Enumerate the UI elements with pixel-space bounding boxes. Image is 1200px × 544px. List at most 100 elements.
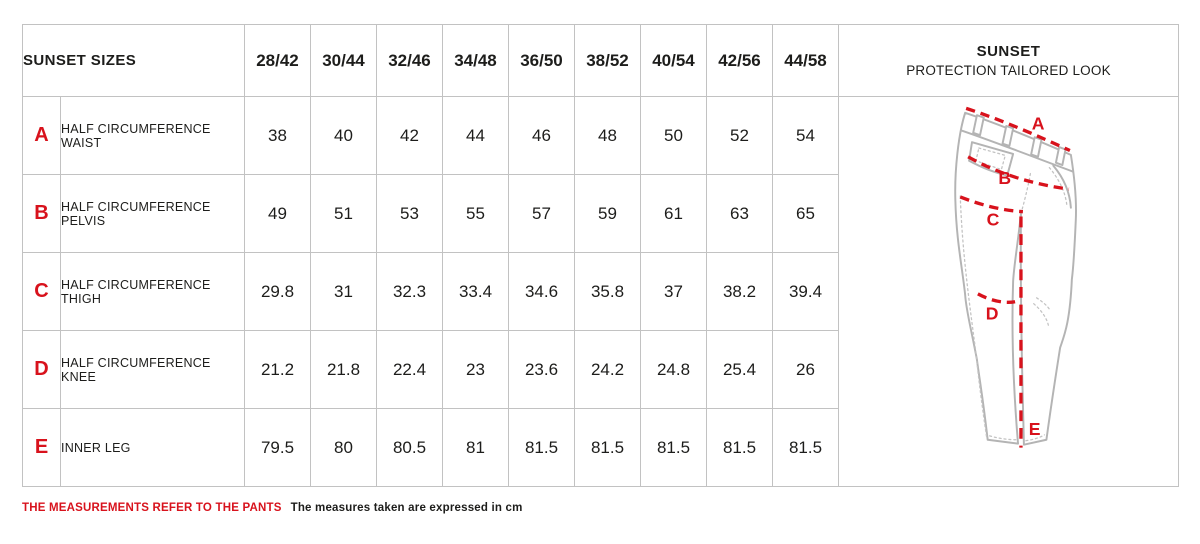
size-column-header-42-56: 42/56 xyxy=(706,24,773,97)
cell-value: 21.8 xyxy=(310,330,377,409)
measurements-note-text: The measures taken are expressed in cm xyxy=(290,502,523,514)
cell-value: 54 xyxy=(772,96,839,175)
cell-value: 55 xyxy=(442,174,509,253)
fly-seam xyxy=(1019,170,1031,215)
cell-value: 61 xyxy=(640,174,707,253)
cell-value: 81.5 xyxy=(508,408,575,487)
row-letter-b: B xyxy=(22,174,61,253)
back-pocket-stitching xyxy=(974,147,1006,171)
row-label-thigh: HALF CIRCUMFERENCE THIGH xyxy=(60,252,245,331)
table-row-inner-leg: E INNER LEG 79.5 80 80.5 81 81.5 81.5 81… xyxy=(22,408,1179,487)
cell-value: 39.4 xyxy=(772,252,839,331)
cell-value: 22.4 xyxy=(376,330,443,409)
cell-value: 65 xyxy=(772,174,839,253)
cell-value: 51 xyxy=(310,174,377,253)
belt-loop xyxy=(1001,125,1014,147)
row-label-inner-leg: INNER LEG xyxy=(60,408,245,487)
cell-value: 23 xyxy=(442,330,509,409)
row-letter-a: A xyxy=(22,96,61,175)
row-label-pelvis: HALF CIRCUMFERENCE PELVIS xyxy=(60,174,245,253)
measure-line-d xyxy=(976,292,1015,304)
cell-value: 26 xyxy=(772,330,839,409)
table-row-thigh: C HALF CIRCUMFERENCE THIGH 29.8 31 32.3 … xyxy=(22,252,1179,331)
product-header-cell: SUNSET PROTECTION TAILORED LOOK xyxy=(838,24,1179,97)
cell-value: 34.6 xyxy=(508,252,575,331)
size-column-header-38-52: 38/52 xyxy=(574,24,641,97)
belt-loop xyxy=(1029,136,1042,158)
belt-loop xyxy=(1054,146,1066,167)
cell-value: 81.5 xyxy=(706,408,773,487)
cell-value: 42 xyxy=(376,96,443,175)
cell-value: 49 xyxy=(244,174,311,253)
cell-value: 37 xyxy=(640,252,707,331)
cell-value: 21.2 xyxy=(244,330,311,409)
size-column-header-36-50: 36/50 xyxy=(508,24,575,97)
back-pocket xyxy=(967,141,1014,177)
cell-value: 81.5 xyxy=(640,408,707,487)
row-letter-e: E xyxy=(22,408,61,487)
cell-value: 53 xyxy=(376,174,443,253)
cell-value: 23.6 xyxy=(508,330,575,409)
size-column-header-32-46: 32/46 xyxy=(376,24,443,97)
pants-measurement-diagram: A B C D E xyxy=(953,106,1077,448)
measure-line-c xyxy=(959,195,1023,214)
cell-value: 63 xyxy=(706,174,773,253)
cell-value: 48 xyxy=(574,96,641,175)
knee-wrinkle xyxy=(1032,303,1049,326)
cell-value: 32.3 xyxy=(376,252,443,331)
cell-value: 81.5 xyxy=(574,408,641,487)
measurements-note: THE MEASUREMENTS REFER TO THE PANTS The m… xyxy=(22,502,523,514)
diagram-label-c: C xyxy=(986,209,999,229)
size-column-header-28-42: 28/42 xyxy=(244,24,311,97)
cell-value: 24.8 xyxy=(640,330,707,409)
size-column-header-34-48: 34/48 xyxy=(442,24,509,97)
table-row-waist: A HALF CIRCUMFERENCE WAIST 38 40 42 44 4… xyxy=(22,96,1179,487)
cell-value: 57 xyxy=(508,174,575,253)
cell-value: 40 xyxy=(310,96,377,175)
row-label-knee: HALF CIRCUMFERENCE KNEE xyxy=(60,330,245,409)
row-letter-d: D xyxy=(22,330,61,409)
front-pocket xyxy=(1051,164,1072,209)
cell-value: 80 xyxy=(310,408,377,487)
cell-value: 38.2 xyxy=(706,252,773,331)
cell-value: 33.4 xyxy=(442,252,509,331)
cell-value: 35.8 xyxy=(574,252,641,331)
cell-value: 50 xyxy=(640,96,707,175)
cell-value: 24.2 xyxy=(574,330,641,409)
measurements-note-emphasis: THE MEASUREMENTS REFER TO THE PANTS xyxy=(22,502,282,514)
row-label-waist: HALF CIRCUMFERENCE WAIST xyxy=(60,96,245,175)
cell-value: 29.8 xyxy=(244,252,311,331)
cell-value: 81.5 xyxy=(772,408,839,487)
row-letter-c: C xyxy=(22,252,61,331)
table-row-pelvis: B HALF CIRCUMFERENCE PELVIS 49 51 53 55 … xyxy=(22,174,1179,253)
cell-value: 25.4 xyxy=(706,330,773,409)
size-column-header-40-54: 40/54 xyxy=(640,24,707,97)
hem-stitching xyxy=(1024,434,1045,442)
cell-value: 46 xyxy=(508,96,575,175)
knee-wrinkle xyxy=(1035,297,1051,312)
size-column-header-30-44: 30/44 xyxy=(310,24,377,97)
cell-value: 31 xyxy=(310,252,377,331)
cell-value: 79.5 xyxy=(244,408,311,487)
hem-stitching xyxy=(988,435,1018,441)
size-table: SUNSET SIZES 28/42 30/44 32/46 34/48 36/… xyxy=(22,24,1179,487)
pants-diagram-cell: A B C D E xyxy=(838,96,1179,487)
table-title: SUNSET SIZES xyxy=(22,24,245,97)
diagram-label-a: A xyxy=(1031,113,1044,133)
cell-value: 81 xyxy=(442,408,509,487)
diagram-label-d: D xyxy=(985,303,998,323)
cell-value: 44 xyxy=(442,96,509,175)
diagram-label-b: B xyxy=(998,168,1011,188)
table-row-knee: D HALF CIRCUMFERENCE KNEE 21.2 21.8 22.4… xyxy=(22,330,1179,409)
waistband-line xyxy=(959,129,1074,173)
belt-loop xyxy=(971,114,985,137)
cell-value: 80.5 xyxy=(376,408,443,487)
front-pocket-stitching xyxy=(1048,166,1068,208)
product-title: SUNSET xyxy=(976,43,1041,60)
diagram-label-e: E xyxy=(1028,419,1040,439)
product-subtitle: PROTECTION TAILORED LOOK xyxy=(906,63,1111,78)
table-header-row: SUNSET SIZES 28/42 30/44 32/46 34/48 36/… xyxy=(22,24,1179,97)
outer-seam-stitching xyxy=(959,195,987,439)
cell-value: 38 xyxy=(244,96,311,175)
